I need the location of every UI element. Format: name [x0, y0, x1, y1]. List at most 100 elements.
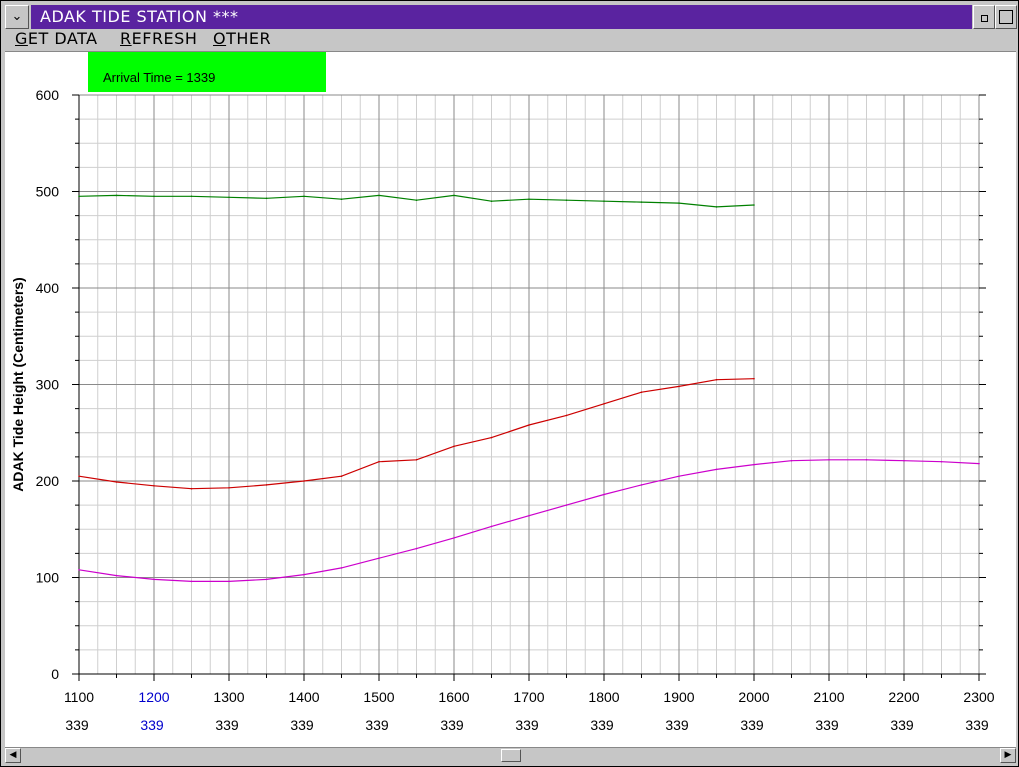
x-tick-sublabel: 339	[965, 717, 989, 733]
series-point-2	[528, 514, 530, 517]
x-tick-sublabel: 339	[140, 717, 164, 733]
menu-other[interactable]: OTHER	[213, 29, 272, 48]
series-point-0	[603, 200, 605, 202]
scroll-thumb[interactable]	[501, 749, 521, 762]
series-point-0	[265, 197, 268, 200]
series-point-2	[303, 573, 305, 576]
plot-area: Arrival Time = 1339 0 100 200 300 400 500 600 11…	[5, 52, 1016, 747]
x-tick-label: 1200	[138, 689, 169, 705]
series-point-0	[453, 194, 455, 197]
series-point-2	[453, 537, 455, 539]
series-point-2	[565, 504, 568, 506]
horizontal-scrollbar[interactable]: ◀ ▶	[5, 747, 1016, 764]
y-tick-label: 200	[36, 473, 60, 489]
menu-refresh[interactable]: REFRESH	[120, 29, 198, 48]
series-point-0	[715, 206, 718, 208]
tide-chart: Arrival Time = 1339 0 100 200 300 400 500 600 11…	[10, 52, 995, 733]
scroll-right-arrow-icon[interactable]: ▶	[1000, 748, 1016, 763]
series-point-2	[265, 578, 268, 581]
series-point-2	[228, 580, 230, 583]
y-tick-label: 300	[36, 377, 60, 393]
series-point-0	[415, 199, 418, 201]
series-point-0	[640, 201, 643, 203]
series-point-2	[340, 567, 343, 569]
series-point-2	[640, 484, 643, 486]
arrival-time-box	[88, 52, 326, 92]
series-point-1	[190, 487, 193, 490]
y-tick-label: 400	[36, 280, 60, 296]
series-point-0	[528, 198, 530, 200]
series-point-1	[303, 480, 305, 482]
title-area[interactable]: ADAK TIDE STATION ***	[31, 5, 972, 29]
x-tick-sublabel: 339	[290, 717, 314, 733]
series-point-0	[753, 204, 755, 206]
x-tick-sublabel: 339	[815, 717, 839, 733]
y-tick-label: 500	[36, 184, 60, 200]
series-point-0	[190, 195, 193, 198]
minimize-button[interactable]	[973, 5, 995, 29]
series-point-2	[903, 459, 905, 462]
scroll-left-arrow-icon[interactable]: ◀	[5, 748, 21, 763]
series-point-0	[378, 194, 380, 197]
series-point-1	[603, 403, 605, 405]
series-point-2	[828, 459, 830, 461]
series-point-0	[678, 202, 680, 204]
x-tick-sublabel: 339	[65, 717, 89, 733]
series-point-1	[453, 445, 455, 448]
series-point-0	[78, 195, 80, 198]
series-point-2	[115, 574, 118, 577]
series-point-1	[265, 484, 268, 486]
series-point-1	[378, 460, 380, 463]
series-point-0	[303, 195, 305, 198]
x-tick-sublabel: 339	[440, 717, 464, 733]
series-point-1	[153, 485, 155, 487]
maximize-button[interactable]	[995, 5, 1017, 29]
series-point-2	[78, 569, 80, 571]
series-point-1	[115, 481, 118, 483]
x-tick-sublabel: 339	[365, 717, 389, 733]
series-point-2	[978, 462, 980, 465]
x-tick-sublabel: 339	[740, 717, 764, 733]
series-point-2	[753, 463, 755, 466]
title-bar[interactable]: ⌄ ADAK TIDE STATION ***	[5, 5, 1017, 29]
series-point-1	[78, 475, 80, 478]
x-tick-sublabel: 339	[215, 717, 239, 733]
series-point-1	[490, 436, 493, 439]
series-point-2	[415, 547, 418, 550]
y-tick-label: 0	[51, 666, 59, 682]
menu-get-data[interactable]: GET DATA	[15, 29, 98, 48]
minimize-icon	[981, 15, 988, 22]
arrival-time-text: Arrival Time = 1339	[103, 70, 215, 85]
maximize-icon	[999, 10, 1013, 24]
x-tick-label: 2000	[738, 689, 769, 705]
y-tick-label: 600	[36, 87, 60, 103]
x-tick-label: 2200	[888, 689, 919, 705]
series-point-2	[378, 557, 380, 559]
series-point-2	[940, 460, 943, 463]
x-tick-label: 1400	[288, 689, 319, 705]
series-point-0	[115, 194, 118, 197]
series-point-2	[865, 459, 868, 461]
series-point-2	[715, 468, 718, 471]
window-title: ADAK TIDE STATION ***	[40, 7, 239, 26]
x-tick-label: 1100	[64, 689, 94, 705]
x-tick-label: 1500	[363, 689, 394, 705]
series-point-2	[678, 475, 680, 478]
series-point-2	[790, 459, 793, 462]
y-axis-label: ADAK Tide Height (Centimeters)	[10, 277, 26, 491]
x-tick-label: 1900	[663, 689, 694, 705]
series-point-1	[528, 424, 530, 426]
series-point-2	[490, 525, 493, 528]
y-tick-label: 100	[36, 570, 60, 586]
x-tick-label: 2300	[963, 689, 994, 705]
series-point-1	[340, 475, 343, 478]
x-tick-sublabel: 339	[515, 717, 539, 733]
series-point-1	[753, 377, 755, 380]
series-point-0	[340, 198, 343, 200]
series-point-1	[228, 487, 230, 489]
series-point-2	[603, 493, 605, 496]
system-menu-button[interactable]: ⌄	[5, 5, 29, 29]
series-point-2	[153, 578, 155, 581]
series-point-0	[565, 199, 568, 201]
